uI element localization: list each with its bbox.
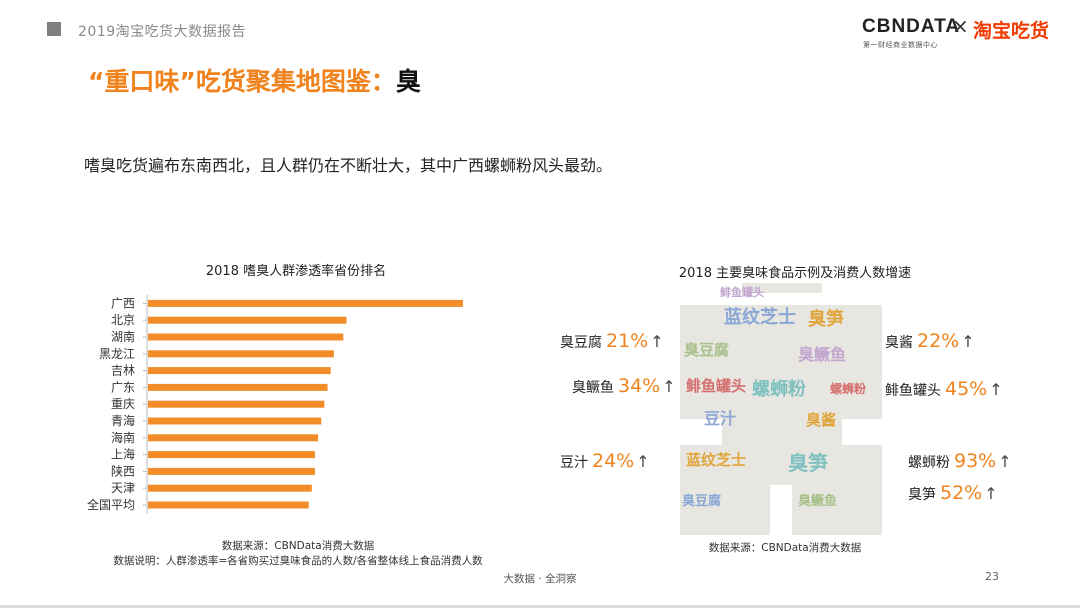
food-panel-source: 数据来源：CBNData消费大数据 [708, 542, 862, 554]
cloud-shape-block [680, 381, 882, 419]
cloud-word: 蓝纹芝士 [724, 307, 796, 328]
food-item: 臭笋 52% ↑ [908, 482, 998, 504]
chart-source: 数据来源：CBNData消费大数据 [221, 540, 375, 552]
tick-label: 青海 [111, 413, 135, 428]
food-item-name: 臭笋 [908, 487, 936, 503]
cloud-word: 鲱鱼罐头 [686, 377, 747, 395]
bar [148, 383, 328, 391]
bar [148, 350, 334, 358]
food-item-growth: 22% [917, 330, 960, 352]
page-subtitle: 嗜臭吃货遍布东南西北，且人群仍在不断壮大，其中广西螺蛳粉风头最劲。 [84, 156, 613, 175]
stinky-word-cloud: 蓝纹芝士 臭笋 臭豆腐 臭鳜鱼 鲱鱼罐头 螺蛳粉 豆汁 臭酱 蓝纹芝士 臭笋 臭豆腐 臭鳜鱼 鲱鱼罐头螺… [680, 283, 882, 535]
bar [148, 333, 344, 341]
cloud-word: 臭豆腐 [684, 341, 730, 359]
food-item-growth: 24% [592, 450, 635, 472]
cloud-shape-block [792, 485, 882, 535]
bar [148, 434, 319, 442]
cloud-word: 臭豆腐 [682, 494, 722, 509]
food-item: 鲱鱼罐头 45% ↑ [885, 378, 1003, 400]
food-item: 臭鳜鱼 34% ↑ [572, 375, 676, 397]
bar [148, 299, 463, 307]
report-title: 2019淘宝吃货大数据报告 [78, 24, 247, 40]
food-item-growth: 52% [940, 482, 983, 504]
tick-label: 广西 [111, 296, 135, 310]
bar [148, 467, 315, 475]
food-item-growth: 93% [954, 450, 997, 472]
footer-divider [0, 605, 1080, 608]
cloud-word: 臭笋 [788, 451, 828, 475]
cloud-word: 臭鳜鱼 [798, 494, 838, 509]
cloud-shape-block [680, 485, 770, 535]
taobao-logo: 淘宝吃货 [973, 20, 1050, 42]
cloud-shape-block [680, 445, 882, 485]
up-arrow-icon: ↑ [984, 484, 998, 503]
cloud-word: 豆汁 [704, 409, 737, 428]
food-item-name: 螺蛳粉 [908, 455, 950, 471]
cbndata-logo: CBNDATA [862, 16, 961, 37]
chart-title: 2018 嗜臭人群渗透率省份排名 [206, 263, 386, 279]
bar [148, 484, 312, 492]
up-arrow-icon: ↑ [998, 452, 1012, 471]
cloud-word: 鲱鱼罐头 [720, 286, 764, 299]
chart-note: 数据说明：人群渗透率=各省购买过臭味食品的人数/各省整体线上食品消费人数 [113, 555, 483, 567]
page-title-keyword: 臭 [395, 67, 421, 96]
cloud-shape-block [742, 283, 822, 293]
bar [148, 400, 325, 408]
food-item: 臭酱 22% ↑ [885, 330, 975, 352]
footer-slogan: 大数据 · 全洞察 [503, 573, 577, 585]
tick-label: 吉林 [111, 364, 135, 378]
bar [148, 451, 315, 459]
tick-label: 重庆 [111, 397, 135, 411]
food-item-name: 臭鳜鱼 [572, 380, 614, 396]
cloud-word: 螺蛳粉 [752, 379, 806, 400]
up-arrow-icon: ↑ [961, 332, 975, 351]
up-arrow-icon: ↑ [989, 380, 1003, 399]
top-bar: 2019淘宝吃货大数据报告 CBNDATA 第一财经商业数据中心 × 淘宝吃货 [0, 0, 1080, 62]
tick-label: 天津 [111, 481, 135, 495]
tick-label: 湖南 [111, 329, 135, 344]
food-item-growth: 45% [945, 378, 988, 400]
logo-separator: × [952, 14, 969, 38]
up-arrow-icon: ↑ [636, 452, 650, 471]
bar [148, 417, 322, 425]
food-item-name: 豆汁 [560, 455, 588, 471]
page-number: 23 [985, 570, 999, 583]
page-title: “重口味”吃货聚集地图鉴：臭 [88, 62, 421, 98]
tick-label: 上海 [111, 447, 135, 462]
food-item: 豆汁 24% ↑ [560, 450, 650, 472]
food-item: 臭豆腐 21% ↑ [560, 330, 664, 352]
cloud-shape-block [722, 419, 842, 445]
page-title-quoted: “重口味”吃货聚集地图鉴： [88, 67, 396, 96]
cloud-word: 臭笋 [808, 309, 844, 330]
tick-label: 黑龙江 [99, 347, 135, 361]
food-item-growth: 34% [618, 375, 661, 397]
food-panel-title: 2018 主要臭味食品示例及消费人数增速 [678, 266, 912, 281]
section-square-icon [47, 22, 61, 36]
tick-label: 广东 [111, 380, 135, 394]
tick-label: 海南 [111, 430, 135, 445]
up-arrow-icon: ↑ [650, 332, 664, 351]
food-item-name: 鲱鱼罐头 [885, 383, 941, 399]
cloud-word: 臭酱 [806, 411, 837, 429]
tick-label: 全国平均 [87, 497, 135, 512]
cloud-word: 蓝纹芝士 [686, 451, 747, 469]
cloud-word: 臭鳜鱼 [798, 345, 847, 364]
cloud-word: 螺蛳粉 [830, 382, 867, 396]
tick-label: 陕西 [111, 463, 135, 478]
food-item: 螺蛳粉 93% ↑ [908, 450, 1012, 472]
cloud-shape-block [680, 343, 882, 381]
up-arrow-icon: ↑ [662, 377, 676, 396]
bar [148, 316, 347, 324]
bar [148, 501, 309, 509]
cloud-shape-block [680, 305, 882, 343]
cbndata-logo-subtitle: 第一财经商业数据中心 [863, 41, 938, 49]
bar [148, 367, 331, 375]
food-item-name: 臭酱 [885, 335, 913, 351]
penetration-bar-chart: 2018 嗜臭人群渗透率省份排名广西北京湖南黑龙江吉林广东重庆青海海南上海陕西天… [87, 263, 463, 514]
food-item-name: 臭豆腐 [560, 335, 602, 351]
food-item-growth: 21% [606, 330, 649, 352]
tick-label: 北京 [111, 313, 135, 327]
